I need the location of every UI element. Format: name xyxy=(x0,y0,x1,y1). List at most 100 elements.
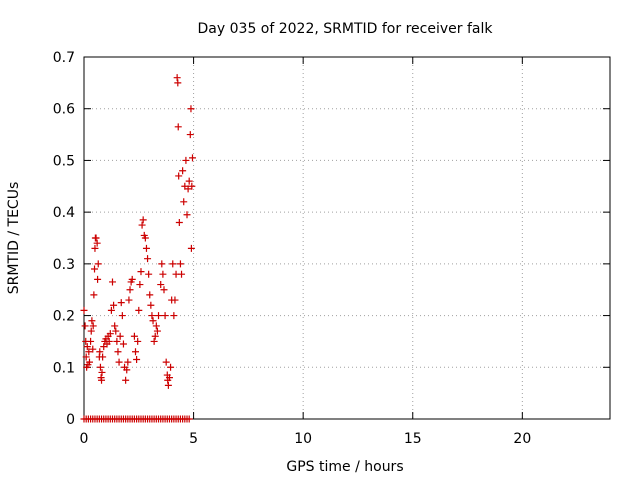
data-point xyxy=(170,312,178,320)
data-point xyxy=(93,239,101,247)
data-point xyxy=(175,172,183,180)
data-point xyxy=(159,270,167,278)
data-point xyxy=(128,275,136,283)
data-point xyxy=(137,268,145,276)
data-point xyxy=(88,317,96,325)
data-point xyxy=(90,291,98,299)
data-point xyxy=(152,322,160,330)
data-point xyxy=(87,327,95,335)
data-point xyxy=(98,368,106,376)
data-point xyxy=(182,156,190,164)
data-point xyxy=(174,79,182,87)
data-point xyxy=(118,312,126,320)
data-point xyxy=(94,275,102,283)
data-point xyxy=(125,296,133,304)
x-tick-label: 0 xyxy=(80,431,89,447)
data-point xyxy=(185,177,193,185)
data-point xyxy=(111,322,119,330)
data-point xyxy=(96,363,104,371)
data-point xyxy=(114,348,122,356)
data-point xyxy=(99,353,107,361)
data-point xyxy=(108,278,116,286)
data-point xyxy=(115,358,123,366)
data-point xyxy=(187,244,195,252)
grid-lines xyxy=(84,57,610,419)
data-point xyxy=(96,348,104,356)
data-point xyxy=(176,260,184,268)
y-tick-labels: 0 0.1 0.2 0.3 0.4 0.5 0.6 0.7 xyxy=(53,50,75,428)
data-point xyxy=(178,270,186,278)
data-point xyxy=(161,312,169,320)
data-point xyxy=(136,281,144,289)
chart-title: Day 035 of 2022, SRMTID for receiver fal… xyxy=(198,21,494,37)
data-point xyxy=(82,353,90,361)
y-tick-label: 0.7 xyxy=(53,50,75,66)
data-point xyxy=(107,306,115,314)
y-tick-label: 0 xyxy=(66,412,75,428)
data-point xyxy=(145,270,153,278)
data-point xyxy=(91,265,99,273)
data-point xyxy=(171,296,179,304)
data-point xyxy=(98,376,106,384)
data-point xyxy=(174,123,182,131)
data-point xyxy=(113,337,121,345)
x-tick-label: 15 xyxy=(404,431,422,447)
axis-ticks xyxy=(83,56,610,420)
data-point xyxy=(157,281,165,289)
data-points xyxy=(80,74,196,423)
data-point xyxy=(130,332,138,340)
data-point xyxy=(180,198,188,206)
data-point xyxy=(188,154,196,162)
data-point xyxy=(173,74,181,82)
y-axis-label: SRMTID / TECUs xyxy=(6,182,22,295)
data-point xyxy=(188,182,196,190)
y-tick-label: 0.6 xyxy=(53,102,75,118)
data-point xyxy=(116,332,124,340)
data-point xyxy=(117,299,125,307)
data-point xyxy=(167,363,175,371)
data-point xyxy=(89,345,97,353)
data-point xyxy=(122,376,130,384)
y-tick-label: 0.4 xyxy=(53,205,75,221)
data-point xyxy=(151,332,159,340)
data-point xyxy=(148,312,156,320)
data-point xyxy=(160,286,168,294)
x-tick-label: 10 xyxy=(294,431,312,447)
data-point xyxy=(144,255,152,263)
data-point xyxy=(134,337,142,345)
data-point xyxy=(155,312,163,320)
data-point xyxy=(175,218,183,226)
data-point xyxy=(164,381,172,389)
data-point xyxy=(106,330,114,338)
data-point xyxy=(110,301,118,309)
y-tick-label: 0.5 xyxy=(53,153,75,169)
data-point xyxy=(105,337,113,345)
data-point xyxy=(94,260,102,268)
data-point xyxy=(153,327,161,335)
data-point xyxy=(112,327,120,335)
data-point xyxy=(85,348,93,356)
data-point xyxy=(147,301,155,309)
x-axis-label: GPS time / hours xyxy=(286,459,403,475)
plot-frame xyxy=(83,56,611,420)
data-point xyxy=(83,343,91,351)
y-tick-label: 0.2 xyxy=(53,309,75,325)
data-point xyxy=(185,415,193,423)
data-point xyxy=(179,167,187,175)
y-tick-label: 0.1 xyxy=(53,360,75,376)
data-point xyxy=(91,244,99,252)
data-point xyxy=(158,260,166,268)
data-point xyxy=(150,337,158,345)
data-point xyxy=(184,185,192,193)
data-point xyxy=(89,322,97,330)
data-point xyxy=(183,211,191,219)
data-point xyxy=(119,340,127,348)
data-point xyxy=(126,286,134,294)
data-point xyxy=(146,291,154,299)
x-tick-label: 5 xyxy=(189,431,198,447)
data-point xyxy=(80,306,88,314)
data-point xyxy=(187,105,195,113)
data-point xyxy=(132,348,140,356)
data-point xyxy=(123,366,131,374)
